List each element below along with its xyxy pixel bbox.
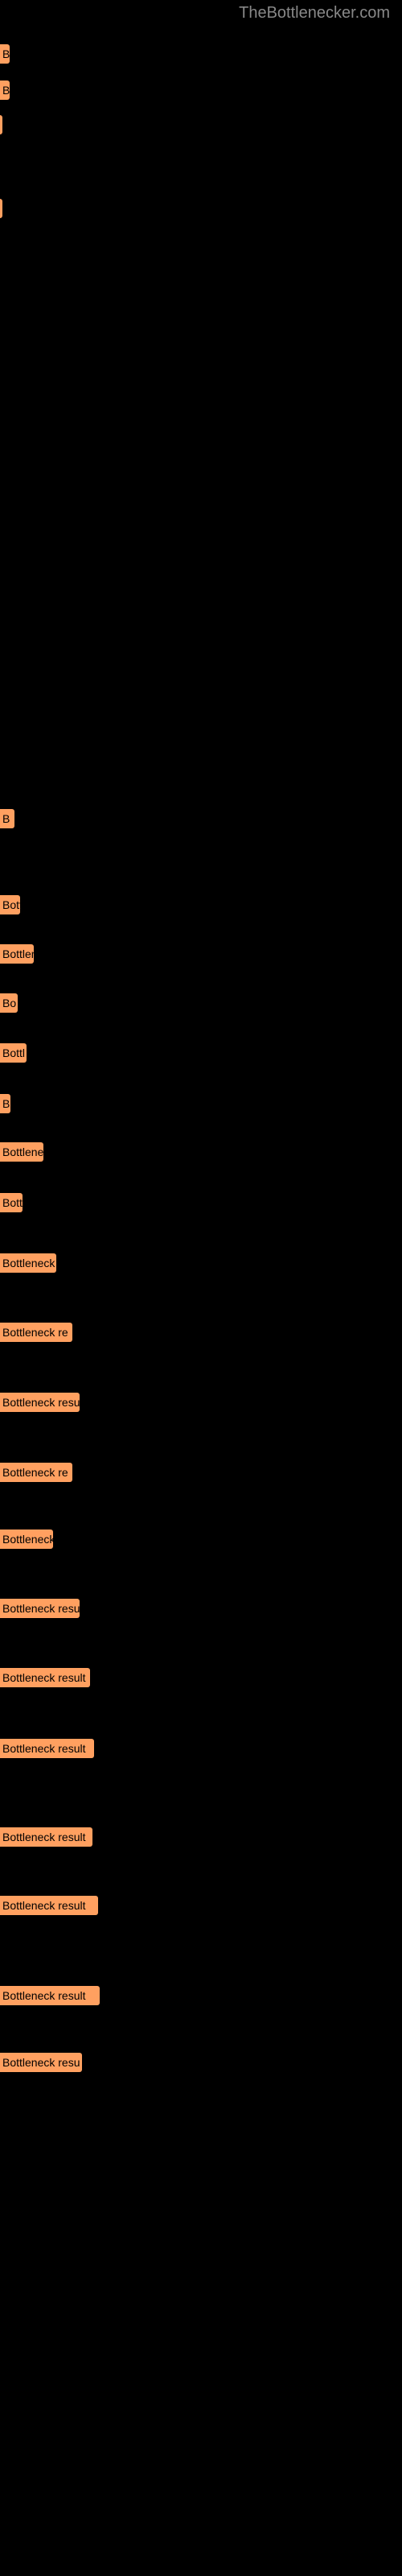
chart-bar: Bottleneck xyxy=(0,1253,56,1273)
chart-bar: Bottleneck re xyxy=(0,1463,72,1482)
chart-container: TheBottlenecker.com BBBBottBottlenBoBott… xyxy=(0,0,402,2576)
chart-bar: Bottleneck xyxy=(0,1530,53,1549)
chart-bar: Bottleneck resu xyxy=(0,2053,82,2072)
chart-bar: Bottlen xyxy=(0,944,34,964)
chart-bar: Bo xyxy=(0,993,18,1013)
chart-bar: B xyxy=(0,1094,10,1113)
chart-bar: B xyxy=(0,809,14,828)
chart-bar: Bott xyxy=(0,1193,23,1212)
watermark-text: TheBottlenecker.com xyxy=(239,4,390,23)
chart-bar: Bottleneck result xyxy=(0,1986,100,2005)
chart-bar: Bott xyxy=(0,895,20,914)
chart-bar: Bottleneck result xyxy=(0,1827,92,1847)
chart-bar: Bottl xyxy=(0,1043,27,1063)
chart-bar: Bottleneck resu xyxy=(0,1393,80,1412)
chart-bar xyxy=(0,199,2,218)
chart-bar: B xyxy=(0,80,10,100)
chart-bar: Bottlene xyxy=(0,1142,43,1162)
chart-bar: Bottleneck result xyxy=(0,1739,94,1758)
chart-bar: Bottleneck re xyxy=(0,1323,72,1342)
chart-bar: B xyxy=(0,44,10,64)
chart-bar: Bottleneck result xyxy=(0,1668,90,1687)
chart-bar: Bottleneck result xyxy=(0,1896,98,1915)
chart-bar xyxy=(0,115,2,134)
chart-bar: Bottleneck resu xyxy=(0,1599,80,1618)
